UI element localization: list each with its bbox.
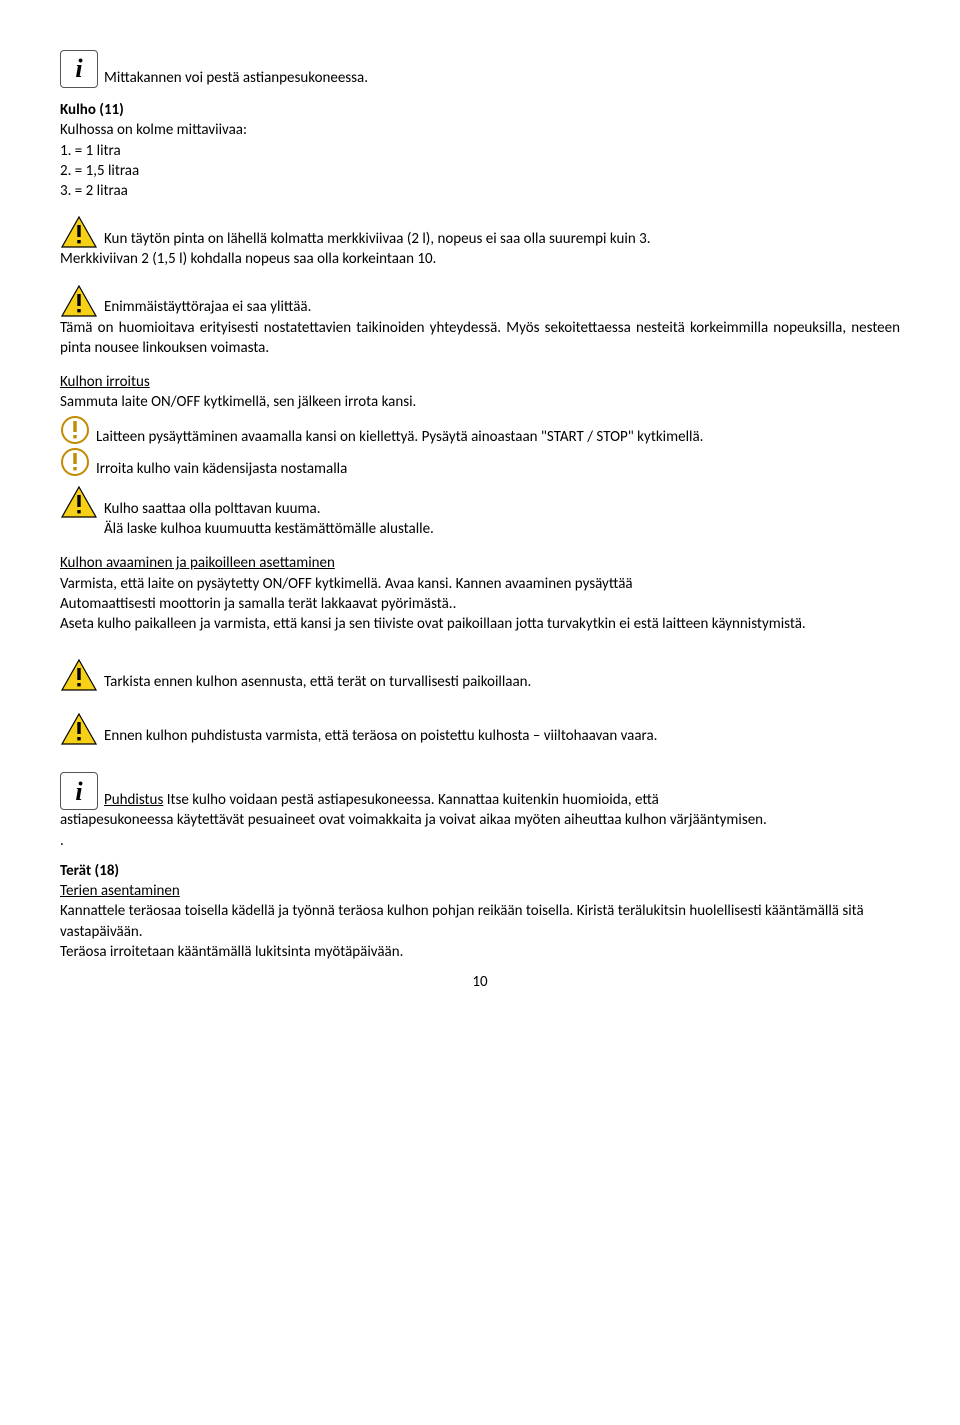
text: astiapesukoneessa käytettävät pesuaineet… [60, 810, 900, 830]
text: Sammuta laite ON/OFF kytkimellä, sen jäl… [60, 392, 900, 412]
heading-terien: Terien asentaminen [60, 881, 900, 901]
text: Merkkiviivan 2 (1,5 l) kohdalla nopeus s… [60, 249, 900, 269]
warn-block-3: Kulho saattaa olla polttavan kuuma. [60, 485, 900, 519]
text: Enimmäistäyttörajaa ei saa ylittää. [104, 297, 311, 317]
heading-avaaminen: Kulhon avaaminen ja paikoilleen asettami… [60, 553, 900, 573]
warning-triangle-icon [60, 215, 98, 249]
warn-block-2: Enimmäistäyttörajaa ei saa ylittää. [60, 284, 900, 318]
warning-circle-icon [60, 447, 90, 477]
text: Teräosa irroitetaan kääntämällä lukitsin… [60, 942, 900, 962]
warn-circle-line-1: Laitteen pysäyttäminen avaamalla kansi o… [60, 415, 900, 447]
info-icon: i [60, 772, 98, 810]
info-line-1: i Mittakannen voi pestä astianpesukonees… [60, 50, 900, 88]
warn-block-1: Kun täytön pinta on lähellä kolmatta mer… [60, 215, 900, 249]
text: Kulhossa on kolme mittaviivaa: [60, 120, 900, 140]
text: 2. = 1,5 litraa [60, 161, 900, 181]
text: Kun täytön pinta on lähellä kolmatta mer… [104, 229, 650, 249]
text: Automaattisesti moottorin ja samalla ter… [60, 594, 900, 614]
heading-irroitus: Kulhon irroitus [60, 372, 900, 392]
text: 3. = 2 litraa [60, 181, 900, 201]
warning-triangle-icon [60, 284, 98, 318]
text: Tarkista ennen kulhon asennusta, että te… [104, 672, 531, 692]
text: 1. = 1 litra [60, 141, 900, 161]
info-icon: i [60, 50, 98, 88]
warning-triangle-icon [60, 712, 98, 746]
text: Kannattele teräosaa toisella kädellä ja … [60, 901, 900, 942]
warn-block-5: Ennen kulhon puhdistusta varmista, että … [60, 712, 900, 746]
text: Ennen kulhon puhdistusta varmista, että … [104, 726, 657, 746]
warning-triangle-icon [60, 658, 98, 692]
info-line-2: i Puhdistus Itse kulho voidaan pestä ast… [60, 772, 900, 830]
text: Varmista, että laite on pysäytetty ON/OF… [60, 574, 900, 594]
heading-kulho: Kulho (11) [60, 100, 900, 120]
text: Itse kulho voidaan pestä astiapesukonees… [163, 791, 659, 809]
warning-triangle-icon [60, 485, 98, 519]
warn-block-4: Tarkista ennen kulhon asennusta, että te… [60, 658, 900, 692]
warn-circle-line-2: Irroita kulho vain kädensijasta nostamal… [60, 447, 900, 479]
text: Tämä on huomioitava erityisesti nostatet… [60, 318, 900, 359]
text: Aseta kulho paikalleen ja varmista, että… [60, 614, 900, 634]
text: Laitteen pysäyttäminen avaamalla kansi o… [96, 415, 703, 447]
text: . [60, 831, 900, 851]
heading-terat: Terät (18) [60, 861, 900, 881]
text: Mittakannen voi pestä astianpesukoneessa… [104, 68, 368, 88]
text: Irroita kulho vain kädensijasta nostamal… [96, 447, 347, 479]
text: Kulho saattaa olla polttavan kuuma. [104, 499, 320, 519]
page-number: 10 [60, 972, 900, 992]
warning-circle-icon [60, 415, 90, 445]
label-puhdistus: Puhdistus [104, 791, 163, 809]
text: Älä laske kulhoa kuumuutta kestämättömäl… [60, 519, 900, 539]
